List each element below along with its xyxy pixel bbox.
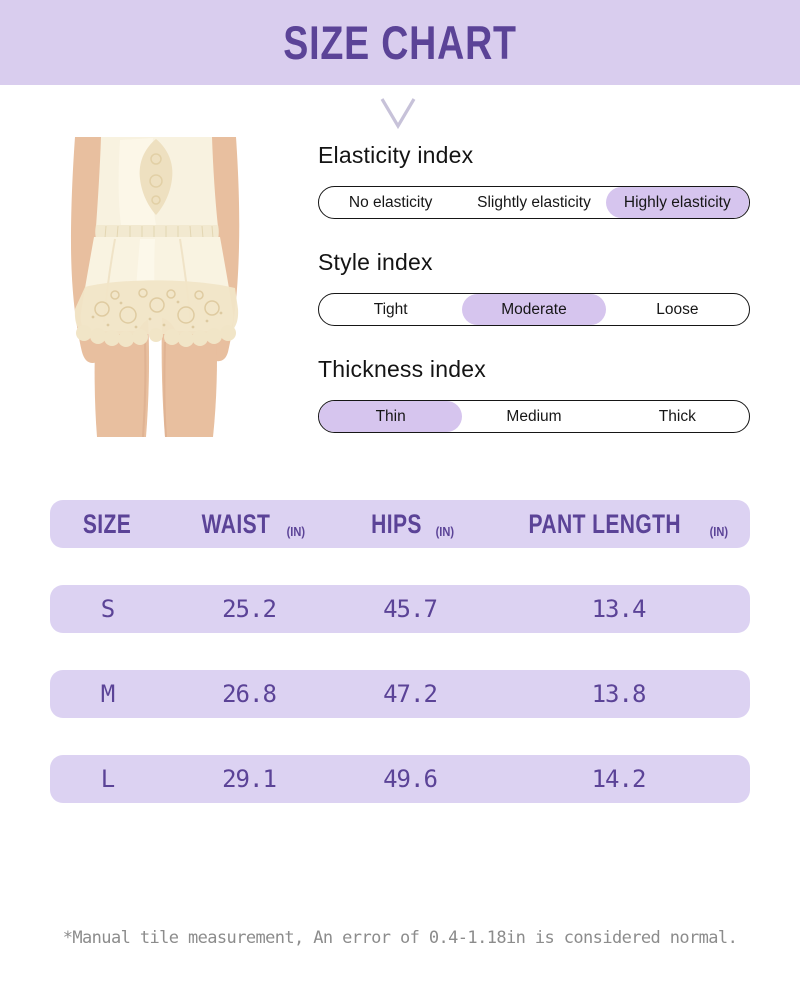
thickness-index-section: Thickness index Thin Medium Thick — [318, 354, 750, 433]
cell-waist-l: 29.1 — [222, 765, 277, 793]
option-slightly-elasticity: Slightly elasticity — [477, 193, 591, 211]
cell-size-m: M — [100, 680, 115, 708]
cell-size-s: S — [100, 595, 115, 623]
chevron-down-icon — [378, 96, 418, 130]
pant-length-unit: (IN) — [709, 523, 728, 539]
page-title: SIZE CHART — [283, 16, 517, 69]
option-tight: Tight — [373, 300, 408, 318]
option-thin: Thin — [319, 401, 463, 432]
cell-waist-s: 25.2 — [222, 595, 277, 623]
elasticity-index-section: Elasticity index No elasticity Slightly … — [318, 140, 750, 219]
table-row-l: L 29.1 49.6 14.2 — [50, 755, 750, 803]
option-no-elasticity: No elasticity — [348, 193, 433, 211]
cell-waist-m: 26.8 — [222, 680, 277, 708]
cell-hips-l: 49.6 — [383, 765, 438, 793]
column-header-size: SIZE — [83, 508, 132, 539]
header-band: SIZE CHART — [0, 0, 800, 85]
table-row-m: M 26.8 47.2 13.8 — [50, 670, 750, 718]
cell-pant-length-m: 13.8 — [591, 680, 647, 708]
index-panels: Elasticity index No elasticity Slightly … — [318, 140, 750, 461]
elasticity-index-scale: No elasticity Slightly elasticity Highly… — [318, 186, 750, 219]
option-medium: Medium — [506, 407, 562, 425]
hips-unit: (IN) — [435, 523, 455, 539]
right-leg — [161, 317, 217, 437]
cell-pant-length-s: 13.4 — [591, 595, 647, 623]
column-header-pant-length: PANT LENGTH (IN) — [528, 508, 728, 539]
option-moderate: Moderate — [462, 294, 606, 325]
column-header-hips: HIPS (IN) — [371, 508, 455, 539]
waistband — [95, 225, 219, 239]
cell-size-l: L — [100, 765, 115, 793]
cell-hips-s: 45.7 — [383, 595, 438, 623]
thickness-index-title: Thickness index — [318, 356, 486, 382]
style-index-section: Style index Tight Moderate Loose — [318, 247, 750, 326]
cell-hips-m: 47.2 — [383, 680, 438, 708]
size-table-header-row: SIZE WAIST (IN) HIPS (IN) PANT LENGTH (I… — [50, 500, 750, 548]
option-highly-elasticity: Highly elasticity — [605, 187, 749, 218]
footnote: *Manual tile measurement, An error of 0.… — [62, 928, 738, 948]
option-loose: Loose — [656, 300, 699, 318]
waist-unit: (IN) — [286, 523, 305, 539]
cell-pant-length-l: 14.2 — [591, 765, 647, 793]
left-leg — [94, 317, 150, 437]
column-header-waist: WAIST (IN) — [201, 508, 305, 539]
option-thick: Thick — [658, 407, 696, 425]
lace-trim — [74, 280, 239, 334]
lace-applique — [139, 139, 173, 215]
table-row-s: S 25.2 45.7 13.4 — [50, 585, 750, 633]
thickness-index-scale: Thin Medium Thick — [318, 400, 750, 433]
elasticity-index-title: Elasticity index — [318, 142, 474, 168]
style-index-scale: Tight Moderate Loose — [318, 293, 750, 326]
size-table: SIZE WAIST (IN) HIPS (IN) PANT LENGTH (I… — [50, 500, 750, 840]
style-index-title: Style index — [318, 249, 433, 275]
product-photo — [60, 137, 250, 438]
